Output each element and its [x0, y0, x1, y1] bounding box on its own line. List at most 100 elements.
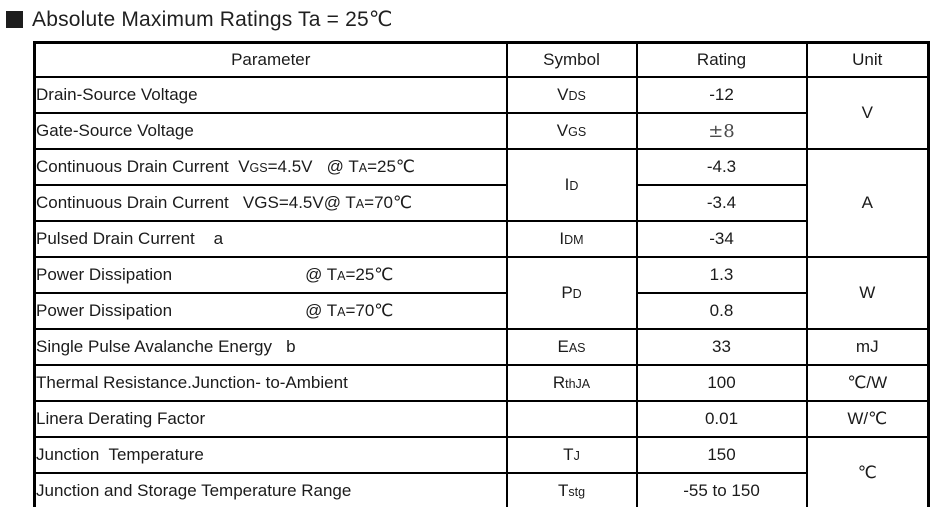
text: Thermal Resistance.Junction- to-Ambient	[36, 373, 348, 392]
unit-cell: ℃	[805, 436, 930, 507]
text: E	[557, 337, 569, 356]
text: Gate-Source Voltage	[36, 121, 194, 140]
text: I	[559, 229, 565, 248]
rating-cell: -3.4	[635, 184, 808, 222]
parameter-cell: Power Dissipation @ TA=25℃	[33, 256, 508, 294]
symbol-cell	[505, 400, 638, 438]
rating-cell: -12	[635, 76, 808, 114]
rating-value: ±8	[708, 120, 735, 142]
unit-cell: W/℃	[805, 400, 930, 438]
table-header-row: Parameter Symbol Rating Unit	[33, 41, 930, 78]
symbol-cell: TJ	[505, 436, 638, 474]
table-row: Continuous Drain Current VGS=4.5V@ TA=70…	[33, 184, 929, 222]
text: Junction and Storage Temperature Range	[36, 481, 352, 500]
parameter-cell: Continuous Drain Current VGS=4.5V@ TA=70…	[33, 184, 508, 222]
parameter-cell: Pulsed Drain Current a	[33, 220, 508, 258]
unit-cell: mJ	[805, 328, 930, 366]
parameter-cell: Continuous Drain Current VGS=4.5V @ TA=2…	[33, 148, 508, 186]
symbol-cell: EAS	[505, 328, 638, 366]
text: =70℃	[345, 301, 394, 320]
text: Power Dissipation	[36, 265, 173, 284]
spacer	[172, 315, 305, 316]
section-bullet-icon	[6, 11, 23, 28]
symbol-cell: ID	[505, 148, 638, 222]
header-unit: Unit	[805, 41, 930, 78]
parameter-cell: Power Dissipation @ TA=70℃	[33, 292, 508, 330]
table-row: Power Dissipation @ TA=70℃ 0.8	[33, 292, 929, 330]
parameter-cell: Thermal Resistance.Junction- to-Ambient	[33, 364, 508, 402]
symbol-cell: RthJA	[505, 364, 638, 402]
parameter-cell: Junction Temperature	[33, 436, 508, 474]
rating-cell: 0.8	[635, 292, 808, 330]
section-title-text: Absolute Maximum Ratings Ta = 25℃	[32, 8, 393, 31]
subscript-text: GS	[249, 161, 268, 175]
header-parameter: Parameter	[33, 41, 508, 78]
symbol-cell: IDM	[505, 220, 638, 258]
text: Junction Temperature	[36, 445, 204, 464]
subscript-text: D	[572, 287, 582, 301]
header-symbol: Symbol	[505, 41, 638, 78]
symbol-cell: VDS	[505, 76, 638, 114]
text: Continuous Drain Current V	[36, 157, 250, 176]
table-row: Gate-Source Voltage VGS ±8	[33, 112, 929, 150]
text: Pulsed Drain Current a	[36, 229, 224, 248]
unit-cell: A	[805, 148, 930, 258]
text: T	[563, 445, 574, 464]
subscript-text: J	[573, 449, 580, 463]
parameter-cell: Junction and Storage Temperature Range	[33, 472, 508, 507]
text: @ T	[305, 301, 338, 320]
table-row: Power Dissipation @ TA=25℃ PD 1.3 W	[33, 256, 930, 330]
parameter-cell: Drain-Source Voltage	[33, 76, 508, 114]
rating-cell: 150	[635, 436, 808, 474]
subscript-text: DM	[564, 233, 584, 247]
symbol-cell: VGS	[505, 112, 638, 150]
rating-cell: 1.3	[635, 256, 808, 294]
text: V	[557, 85, 569, 104]
rating-cell: ±8	[635, 112, 808, 150]
rating-cell: 100	[635, 364, 808, 402]
table-row: Single Pulse Avalanche Energy b EAS 33 mJ	[33, 328, 930, 366]
text: T	[557, 481, 569, 500]
rating-cell: 0.01	[635, 400, 808, 438]
symbol-cell: PD	[505, 256, 638, 330]
text: =25℃	[367, 157, 416, 176]
header-rating: Rating	[635, 41, 808, 78]
text: R	[552, 373, 566, 392]
unit-cell: V	[805, 76, 930, 150]
table-row: Pulsed Drain Current a IDM -34	[33, 220, 929, 258]
text: @ T	[305, 265, 338, 284]
table-row: Thermal Resistance.Junction- to-Ambient R…	[33, 364, 930, 402]
table-row: Linera Derating Factor 0.01 W/℃	[33, 400, 930, 438]
text: Power Dissipation	[36, 301, 173, 320]
table-row: Junction Temperature TJ 150 ℃	[33, 436, 930, 507]
absolute-maximum-ratings-table: Parameter Symbol Rating Unit Drain-Sourc…	[33, 41, 930, 507]
subscript-text: A	[358, 161, 368, 175]
text: Single Pulse Avalanche Energy b	[36, 337, 296, 356]
subscript-text: A	[337, 305, 346, 319]
subscript-text: A	[355, 197, 365, 211]
subscript-text: AS	[568, 341, 586, 355]
symbol-cell: Tstg	[505, 472, 638, 507]
text: I	[564, 175, 570, 194]
parameter-cell: Single Pulse Avalanche Energy b	[33, 328, 508, 366]
subscript-text: thJA	[565, 377, 591, 391]
text: P	[561, 283, 573, 302]
rating-cell: -55 to 150	[635, 472, 808, 507]
table-row: Continuous Drain Current VGS=4.5V @ TA=2…	[33, 148, 930, 258]
subscript-text: GS	[568, 125, 587, 139]
subscript-text: A	[337, 269, 346, 283]
spacer	[172, 279, 305, 280]
table-row: Junction and Storage Temperature Range Ts…	[33, 472, 929, 507]
text: =4.5V @ T	[267, 157, 359, 176]
parameter-cell: Linera Derating Factor	[33, 400, 508, 438]
subscript-text: stg	[568, 485, 586, 499]
subscript-text: DS	[568, 89, 586, 103]
text: =70℃	[364, 193, 413, 212]
rating-cell: 33	[635, 328, 808, 366]
unit-cell: W	[805, 256, 930, 330]
table-row: Drain-Source Voltage VDS -12 V	[33, 76, 930, 150]
text: V	[556, 121, 569, 140]
subscript-text: D	[569, 179, 579, 193]
rating-cell: -34	[635, 220, 808, 258]
